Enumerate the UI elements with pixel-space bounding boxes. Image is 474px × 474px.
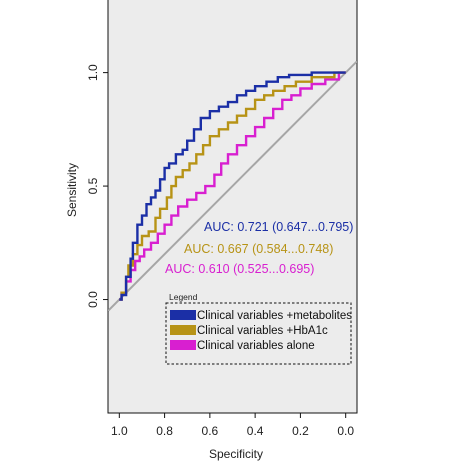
x-tick-label: 0.6 bbox=[202, 424, 219, 438]
auc-label-clinical-alone: AUC: 0.610 (0.525...0.695) bbox=[165, 262, 314, 276]
y-tick-label: 0.0 bbox=[86, 291, 100, 308]
legend-swatch-metabolites bbox=[170, 310, 196, 320]
x-tick-label: 0.2 bbox=[292, 424, 309, 438]
y-axis-ticks: 0.0 0.5 1.0 bbox=[86, 64, 108, 308]
y-tick-label: 1.0 bbox=[86, 64, 100, 81]
legend-title: Legend bbox=[169, 292, 198, 302]
x-tick-label: 0.4 bbox=[247, 424, 264, 438]
roc-curve-clinical-alone bbox=[119, 71, 346, 301]
roc-curve-metabolites bbox=[119, 71, 346, 301]
auc-labels: AUC: 0.721 (0.647...0.795) AUC: 0.667 (0.… bbox=[165, 220, 353, 276]
roc-curve-hba1c bbox=[119, 71, 346, 301]
roc-curves bbox=[119, 71, 346, 301]
legend-label-hba1c: Clinical variables +HbA1c bbox=[197, 325, 328, 337]
legend-label-metabolites: Clinical variables +metabolites bbox=[197, 310, 352, 322]
reference-diagonal-line bbox=[108, 60, 357, 312]
legend-swatch-clinical-alone bbox=[170, 340, 196, 350]
legend: Legend Clinical variables +metabolitesCl… bbox=[165, 292, 352, 365]
auc-label-metabolites: AUC: 0.721 (0.647...0.795) bbox=[204, 220, 353, 234]
legend-box bbox=[165, 302, 352, 365]
plot-background bbox=[107, 0, 358, 414]
x-axis-title: Specificity bbox=[209, 447, 263, 461]
x-tick-label: 0.0 bbox=[337, 424, 354, 438]
legend-swatch-hba1c bbox=[170, 325, 196, 335]
y-axis-title: Sensitivity bbox=[65, 163, 79, 217]
x-tick-label: 1.0 bbox=[111, 424, 128, 438]
x-axis-ticks: 1.0 0.8 0.6 0.4 0.2 0.0 bbox=[111, 413, 354, 438]
x-tick-label: 0.8 bbox=[156, 424, 173, 438]
y-tick-label: 0.5 bbox=[86, 177, 100, 194]
auc-label-hba1c: AUC: 0.667 (0.584...0.748) bbox=[184, 242, 333, 256]
legend-entries: Clinical variables +metabolites Clinical … bbox=[170, 310, 352, 352]
legend-label-clinical-alone: Clinical variables alone bbox=[197, 340, 315, 352]
